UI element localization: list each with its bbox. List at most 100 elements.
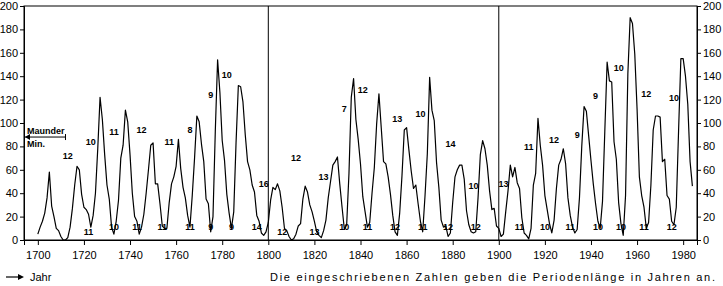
tick: 1740 [118, 240, 142, 261]
tick-label: 200 [703, 0, 721, 12]
y-axis-right: 020406080100120140160180200 [697, 0, 721, 246]
tick-label: 100 [0, 117, 18, 129]
period-label: 10 [593, 222, 603, 232]
tick-mark [20, 193, 24, 194]
period-label: 9 [208, 90, 213, 100]
x-label-arrow-line [6, 276, 20, 277]
plot-frame [24, 6, 697, 240]
tick: 60 [6, 164, 24, 176]
tick-mark [697, 76, 701, 77]
tick: 1960 [625, 240, 649, 261]
tick: 20 [6, 211, 24, 223]
period-label: 11 [524, 142, 534, 152]
period-label: 10 [616, 222, 626, 232]
tick: 100 [0, 117, 24, 129]
tick: 1780 [210, 240, 234, 261]
period-label: 11 [639, 222, 649, 232]
period-label: 13 [309, 227, 319, 237]
tick: 60 [697, 164, 715, 176]
tick-mark [20, 146, 24, 147]
period-label: 12 [277, 227, 287, 237]
tick-label: 160 [0, 47, 18, 59]
tick-label: 1820 [303, 249, 327, 261]
tick: 20 [697, 211, 715, 223]
tick-mark [38, 240, 39, 245]
period-label: 9 [229, 222, 234, 232]
tick-label: 0 [12, 234, 18, 246]
note: Die eingeschriebenen Zahlen geben die Pe… [270, 271, 715, 283]
tick-mark [314, 240, 315, 245]
tick: 0 [12, 234, 24, 246]
period-label: 9 [593, 91, 598, 101]
tick-label: 60 [6, 164, 18, 176]
period-label: 10 [86, 137, 96, 147]
tick-label: 1980 [671, 249, 695, 261]
axis-line [20, 7, 25, 241]
tick-mark [130, 240, 131, 245]
tick: 1840 [349, 240, 373, 261]
tick: 1900 [487, 240, 511, 261]
tick-label: 1860 [395, 249, 419, 261]
tick-mark [20, 53, 24, 54]
period-label: 11 [164, 137, 174, 147]
tick-label: 140 [0, 70, 18, 82]
period-label: 7 [342, 104, 347, 114]
period-label: 11 [565, 222, 575, 232]
period-label: 16 [259, 179, 269, 189]
tick-label: 1920 [533, 249, 557, 261]
tick-label: 1700 [26, 249, 50, 261]
tick-label: 1960 [625, 249, 649, 261]
period-label: 11 [84, 227, 94, 237]
tick-label: 40 [6, 187, 18, 199]
tick: 200 [0, 0, 24, 12]
tick: 160 [0, 47, 24, 59]
period-label: 11 [109, 127, 119, 137]
tick-mark [20, 240, 24, 241]
tick-mark [545, 240, 546, 245]
tick-mark [697, 100, 701, 101]
tick-mark [697, 123, 701, 124]
chart: 0204060801001201401601802000204060801001… [0, 0, 723, 286]
tick-label: 120 [0, 94, 18, 106]
tick-mark [361, 240, 362, 245]
tick-label: 100 [703, 117, 721, 129]
tick-label: 180 [0, 23, 18, 35]
tick-mark [697, 170, 701, 171]
period-label: 11 [418, 222, 428, 232]
tick: 180 [0, 23, 24, 35]
period-label: 11 [158, 222, 168, 232]
tick: 1800 [257, 240, 281, 261]
period-label: 12 [549, 135, 559, 145]
tick-mark [637, 240, 638, 245]
tick-mark [683, 240, 684, 245]
period-label: 9 [575, 130, 580, 140]
tick-label: 1940 [579, 249, 603, 261]
period-label: 12 [291, 153, 301, 163]
tick-label: 180 [703, 23, 721, 35]
tick-mark [20, 217, 24, 218]
tick-mark [176, 240, 177, 245]
period-label: 13 [319, 172, 329, 182]
tick-mark [20, 29, 24, 30]
period-label: 11 [132, 222, 142, 232]
period-label: 14 [445, 139, 455, 149]
tick-label: 1900 [487, 249, 511, 261]
tick-mark [453, 240, 454, 245]
tick-mark [407, 240, 408, 245]
tick: 1720 [72, 240, 96, 261]
period-label: 11 [185, 222, 195, 232]
tick-mark [697, 53, 701, 54]
tick-label: 160 [703, 47, 721, 59]
maunder-label: Maunder [27, 126, 65, 136]
tick-mark [20, 76, 24, 77]
tick: 140 [697, 70, 721, 82]
tick: 1760 [164, 240, 188, 261]
tick-label: 1800 [257, 249, 281, 261]
x-label-arrow-head [18, 274, 24, 280]
x-axis: 1700172017401760178018001820184018601880… [25, 240, 698, 261]
y-axis-left: 020406080100120140160180200 [0, 0, 25, 246]
period-label: 12 [471, 222, 481, 232]
period-label: 11 [363, 222, 373, 232]
tick-mark [20, 123, 24, 124]
tick-mark [20, 100, 24, 101]
